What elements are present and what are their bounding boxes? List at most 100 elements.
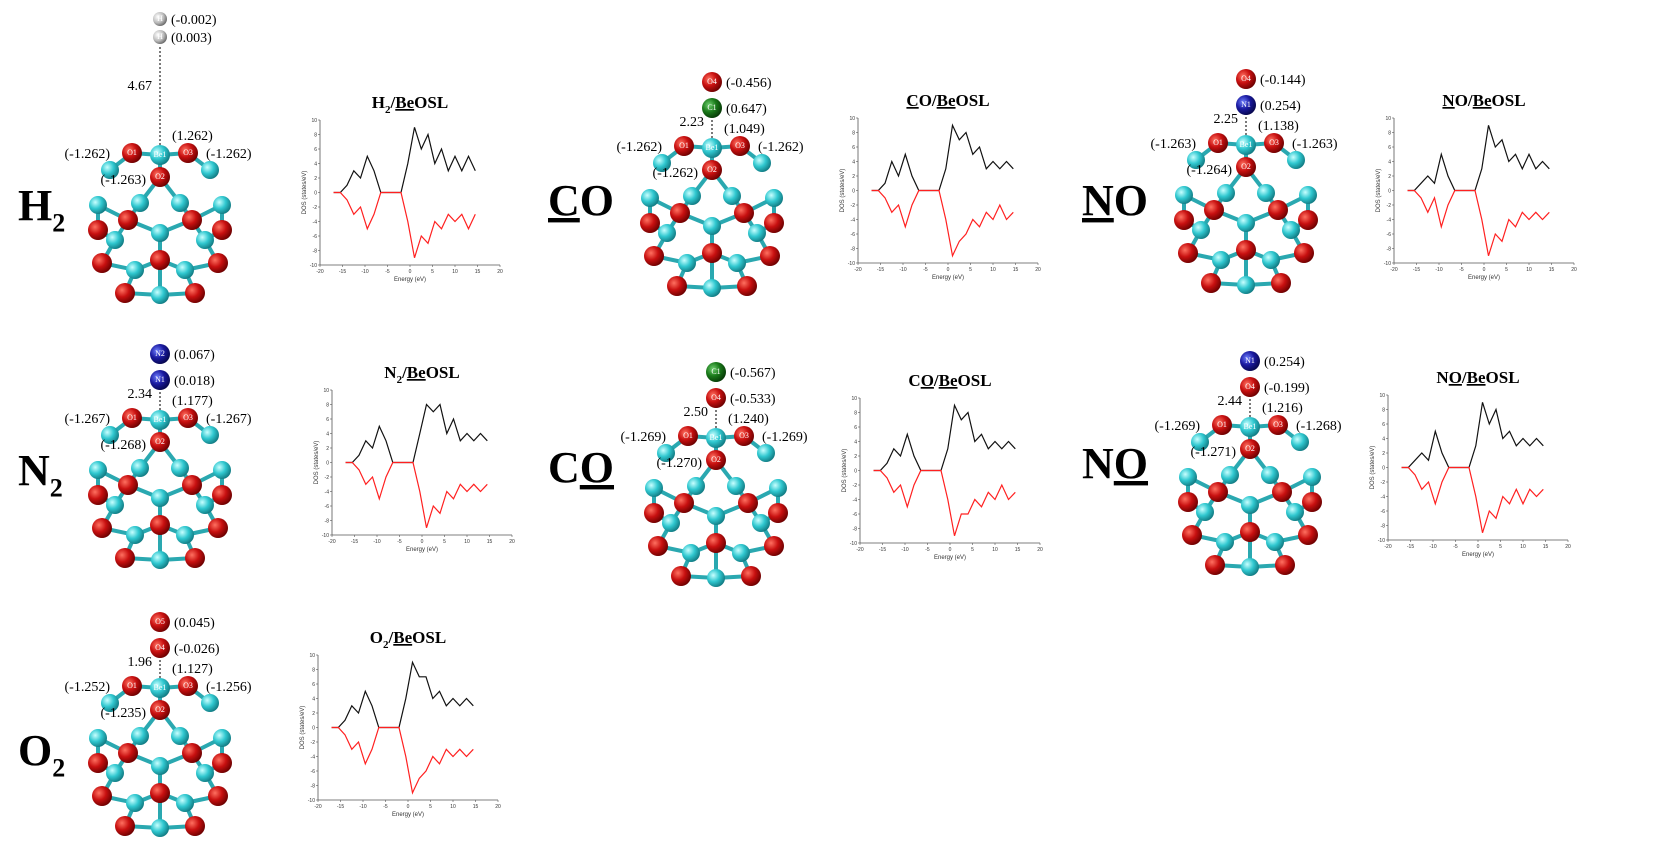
x-tick-label: 20 <box>1037 547 1043 553</box>
molecule-label: CO <box>548 443 614 492</box>
atom-label: O1 <box>683 431 693 440</box>
x-tick-label: -5 <box>1459 267 1464 273</box>
atom-label: O4 <box>707 77 717 86</box>
text-part: C <box>908 371 920 390</box>
atom <box>732 544 750 562</box>
y-tick-label: 6 <box>312 682 315 688</box>
atom <box>678 254 696 272</box>
atom <box>126 526 144 544</box>
atom <box>208 518 228 538</box>
y-tick-label: -6 <box>311 769 316 775</box>
charge-label: (-1.256) <box>206 680 252 695</box>
y-tick-label: 0 <box>314 191 317 197</box>
y-tick-label: 10 <box>1385 116 1391 122</box>
y-tick-label: 4 <box>854 440 857 446</box>
x-tick-label: -10 <box>373 539 380 545</box>
atom-label: Be1 <box>154 683 167 692</box>
x-tick-label: -20 <box>314 804 321 810</box>
atom <box>1179 468 1197 486</box>
atom <box>1237 214 1255 232</box>
y-axis-label: DOS (states/eV) <box>302 171 308 215</box>
charge-label: (-1.268) <box>1296 419 1342 434</box>
atom <box>212 753 232 773</box>
y-tick-label: 4 <box>314 162 317 168</box>
x-tick-label: -15 <box>1413 267 1420 273</box>
atom <box>702 243 722 263</box>
atom <box>723 187 741 205</box>
text-part: N <box>1436 368 1449 387</box>
text-part: 2 <box>50 474 63 503</box>
charge-label: (-1.269) <box>762 430 808 445</box>
atom-label: O2 <box>155 705 165 714</box>
atom <box>212 220 232 240</box>
x-tick-label: -15 <box>351 539 358 545</box>
y-tick-label: 6 <box>854 425 857 431</box>
atom <box>151 286 169 304</box>
atom <box>667 276 687 296</box>
atom <box>707 507 725 525</box>
x-tick-label: -20 <box>316 269 323 275</box>
atom <box>1216 533 1234 551</box>
text-part: OSL <box>1486 368 1520 387</box>
atom-label: O4 <box>1241 74 1251 83</box>
atom-label: O5 <box>155 617 165 626</box>
atom <box>1262 251 1280 269</box>
y-tick-label: -8 <box>851 247 856 253</box>
x-tick-label: -10 <box>359 804 366 810</box>
atom <box>88 485 108 505</box>
charge-label: (-1.270) <box>657 456 703 471</box>
atom <box>1217 184 1235 202</box>
atom <box>1287 151 1305 169</box>
y-tick-label: 8 <box>314 133 317 139</box>
atom <box>1208 482 1228 502</box>
charge-label: (-1.269) <box>1155 419 1201 434</box>
x-tick-label: 20 <box>509 539 515 545</box>
atom <box>1286 503 1304 521</box>
atom <box>1266 533 1284 551</box>
atom-label: N2 <box>155 349 165 358</box>
atom <box>185 548 205 568</box>
y-tick-label: 10 <box>1379 393 1385 399</box>
x-tick-label: 0 <box>947 267 950 273</box>
x-tick-label: 15 <box>1015 547 1021 553</box>
text-part: OSL <box>1492 91 1526 110</box>
charge-label: (-1.267) <box>206 412 252 427</box>
y-axis-label: DOS (states/eV) <box>1376 169 1382 213</box>
dos-curve <box>872 191 1014 256</box>
atom-label: O4 <box>711 393 721 402</box>
x-axis-label: Energy (eV) <box>392 812 424 818</box>
atom <box>131 194 149 212</box>
x-tick-label: -15 <box>879 547 886 553</box>
atom <box>640 213 660 233</box>
atom <box>126 261 144 279</box>
text-part: OSL <box>414 93 448 112</box>
atom <box>670 203 690 223</box>
y-tick-label: 2 <box>1382 451 1385 457</box>
y-tick-label: -2 <box>325 475 330 481</box>
atom <box>1204 200 1224 220</box>
x-tick-label: -10 <box>1429 544 1436 550</box>
text-part: H <box>18 181 52 230</box>
distance-label: 2.50 <box>684 405 709 420</box>
atom <box>1257 184 1275 202</box>
atom-label: O3 <box>183 148 193 157</box>
text-part: Be <box>1473 91 1492 110</box>
y-tick-label: -8 <box>325 519 330 525</box>
y-tick-label: 0 <box>852 189 855 195</box>
x-tick-label: -5 <box>397 539 402 545</box>
y-tick-label: 8 <box>312 668 315 674</box>
text-part: O <box>18 726 52 775</box>
x-tick-label: 15 <box>487 539 493 545</box>
atom <box>92 786 112 806</box>
x-tick-label: -15 <box>337 804 344 810</box>
y-tick-label: 10 <box>851 396 857 402</box>
atom <box>706 533 726 553</box>
atom <box>1192 221 1210 239</box>
x-tick-label: 10 <box>1520 544 1526 550</box>
x-tick-label: -20 <box>854 267 861 273</box>
atom <box>753 154 771 172</box>
charge-label: (0.067) <box>174 348 215 363</box>
text-part: C <box>548 176 580 225</box>
atom-label: N1 <box>1241 100 1251 109</box>
x-tick-label: 0 <box>1477 544 1480 550</box>
